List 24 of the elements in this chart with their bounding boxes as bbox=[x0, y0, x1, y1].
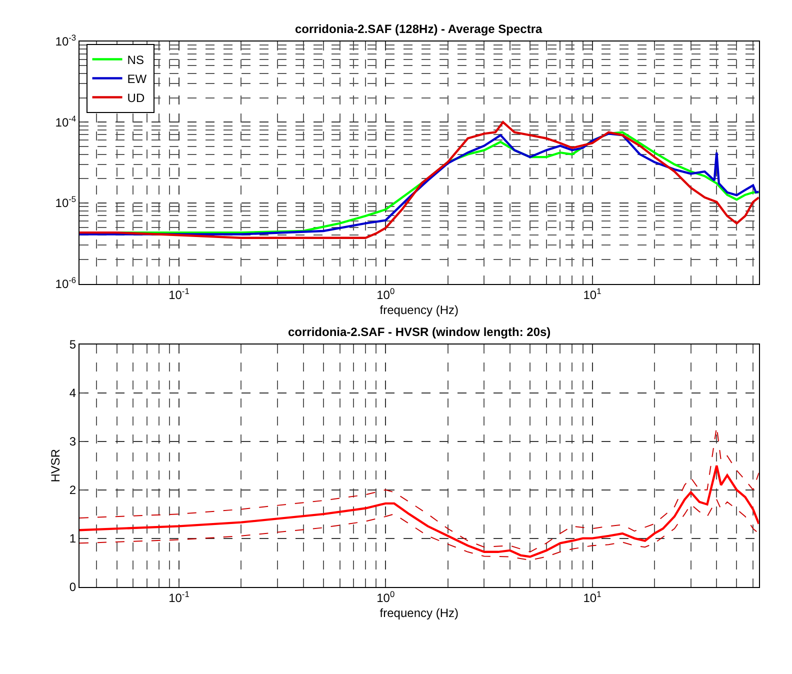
y-tick-label: 10$^{-3}$ bbox=[55, 32, 76, 49]
y-tick-label: 2 bbox=[69, 483, 76, 498]
x-tick-label: 10$^{-1}$ bbox=[168, 286, 190, 302]
y-tick-label: 5 bbox=[69, 338, 76, 352]
y-tick-label: 1 bbox=[69, 532, 76, 546]
x-tick-label: 10$^{0}$ bbox=[376, 286, 395, 302]
legend-label: UD bbox=[127, 90, 145, 105]
x-tick-label: 10$^{-1}$ bbox=[168, 589, 190, 606]
y-axis-title: HVSR bbox=[48, 448, 63, 482]
chart-title: corridonia-2.SAF - HVSR (window length: 20s) bbox=[288, 325, 551, 339]
x-tick-label: 10$^{0}$ bbox=[376, 589, 395, 606]
chart-title: corridonia-2.SAF (128Hz) - Average Spectra bbox=[295, 22, 543, 36]
x-tick-label: 10$^{1}$ bbox=[583, 286, 602, 302]
y-tick-label: 0 bbox=[69, 580, 76, 594]
x-tick-label: 10$^{1}$ bbox=[583, 589, 602, 606]
y-tick-label: 10$^{-6}$ bbox=[55, 274, 76, 291]
legend-label: EW bbox=[127, 72, 148, 86]
y-tick-label: 3 bbox=[69, 434, 76, 449]
x-axis-title: frequency (Hz) bbox=[380, 303, 459, 318]
legend-label: NS bbox=[127, 52, 144, 67]
y-tick-label: 10$^{-4}$ bbox=[55, 113, 76, 130]
y-tick-label: 4 bbox=[69, 386, 76, 400]
y-tick-label: 10$^{-5}$ bbox=[55, 194, 76, 210]
x-axis-title: frequency (Hz) bbox=[380, 606, 459, 620]
